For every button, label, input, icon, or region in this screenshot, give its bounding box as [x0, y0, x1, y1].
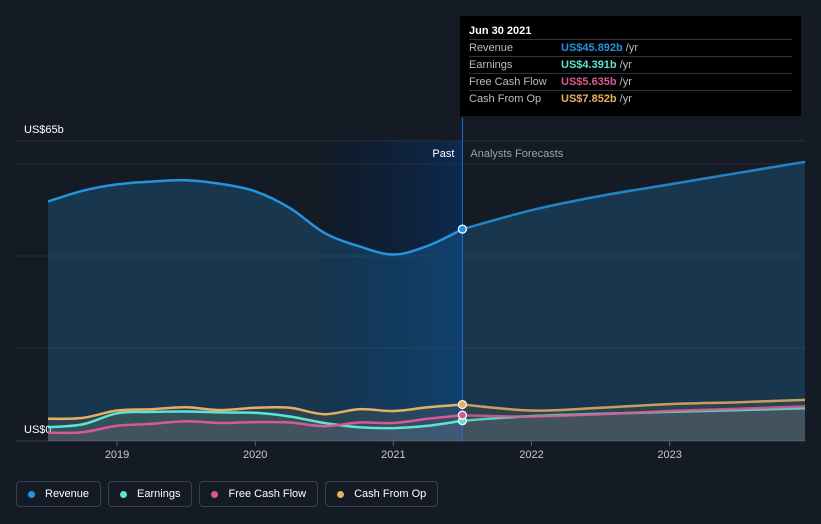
tooltip-unit: /yr: [619, 59, 632, 71]
legend-dot-icon: [337, 490, 345, 498]
marker-free-cash-flow: [457, 410, 468, 420]
series-forecast-line-free-cash-flow: [462, 405, 806, 418]
legend-dot-icon: [28, 490, 35, 498]
tooltip-value: US$4.391b: [561, 59, 617, 71]
x-tick-label: 2019: [105, 449, 129, 461]
x-tick-label: 2021: [381, 449, 405, 461]
series-line-free-cash-flow: [47, 413, 463, 435]
tooltip-row-cash-from-op: Cash From Op US$7.852b /yr: [469, 90, 792, 107]
tooltip-unit: /yr: [619, 76, 632, 88]
past-label: Past: [432, 148, 454, 160]
chart-area: US$65b US$0 Past Analysts Forecasts 2019 2020…: [16, 118, 806, 461]
legend-dot-icon: [120, 490, 128, 498]
y-axis-bottom-label: US$0: [24, 424, 52, 436]
tooltip-date: Jun 30 2021: [469, 25, 532, 37]
tooltip-label: Earnings: [469, 59, 513, 71]
x-tick-label: 2020: [243, 449, 267, 461]
tooltip-value: US$5.635b: [561, 76, 617, 88]
x-tick-label: 2023: [657, 449, 681, 461]
series-forecast-line-cash-from-op: [462, 398, 806, 412]
y-axis-top-label: US$65b: [24, 124, 64, 136]
tooltip-unit: /yr: [619, 93, 632, 105]
series-line-cash-from-op: [47, 403, 463, 421]
series-line-earnings: [47, 410, 463, 430]
tooltip-row-revenue: Revenue US$45.892b /yr: [469, 39, 792, 56]
legend-item-cash-from-op[interactable]: Cash From Op: [325, 481, 439, 507]
tooltip-unit: /yr: [625, 42, 638, 54]
marker-revenue: [457, 224, 468, 234]
legend: Revenue Earnings Free Cash Flow Cash Fro…: [16, 481, 439, 507]
tooltip-row-earnings: Earnings US$4.391b /yr: [469, 56, 792, 73]
area-revenue: [48, 161, 805, 442]
legend-item-revenue[interactable]: Revenue: [16, 481, 102, 507]
legend-label: Revenue: [45, 488, 90, 500]
legend-item-free-cash-flow[interactable]: Free Cash Flow: [199, 481, 319, 507]
tooltip-row-free-cash-flow: Free Cash Flow US$5.635b /yr: [469, 73, 792, 90]
legend-item-earnings[interactable]: Earnings: [108, 481, 193, 507]
forecast-label: Analysts Forecasts: [470, 148, 563, 160]
legend-label: Cash From Op: [354, 488, 427, 500]
series-forecast-line-revenue: [462, 160, 806, 231]
marker-cash-from-op: [457, 399, 468, 410]
tooltip-label: Revenue: [469, 42, 514, 54]
legend-label: Free Cash Flow: [228, 488, 307, 500]
tooltip-value: US$45.892b: [561, 42, 623, 54]
series-line-revenue: [47, 178, 463, 256]
area-earnings: [48, 408, 805, 441]
legend-dot-icon: [211, 490, 219, 498]
tooltip-panel: Jun 30 2021 Revenue US$45.892b /yr Earni…: [460, 16, 801, 116]
past-region-band: [324, 141, 463, 441]
tooltip-value: US$7.852b: [561, 93, 617, 105]
area-free-cash-flow: [48, 406, 805, 441]
tooltip-label: Cash From Op: [469, 93, 542, 105]
x-tick-label: 2022: [519, 449, 543, 461]
legend-label: Earnings: [137, 488, 181, 500]
tooltip-label: Free Cash Flow: [469, 76, 547, 88]
